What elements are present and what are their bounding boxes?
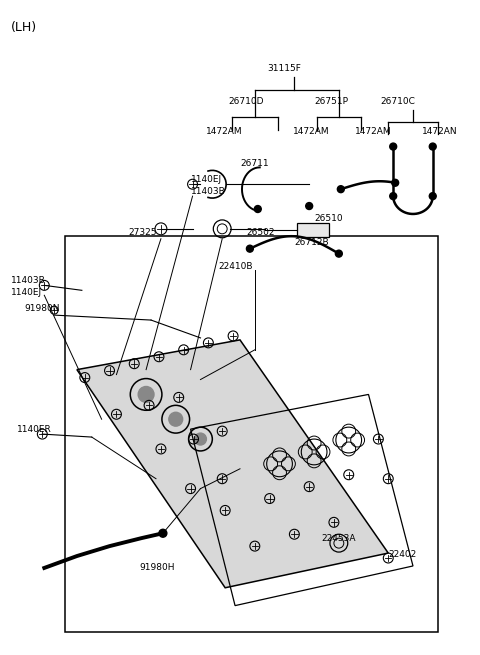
Circle shape	[138, 386, 154, 402]
Text: 26710D: 26710D	[228, 98, 264, 106]
Circle shape	[390, 143, 396, 150]
Text: 22402: 22402	[388, 550, 417, 559]
Text: 1140ER: 1140ER	[17, 424, 51, 434]
Circle shape	[159, 529, 167, 537]
Text: 1472AM: 1472AM	[355, 127, 391, 136]
Circle shape	[246, 245, 253, 252]
Text: 26710C: 26710C	[380, 98, 415, 106]
Text: 1472AN: 1472AN	[422, 127, 457, 136]
Circle shape	[337, 186, 344, 193]
Circle shape	[429, 193, 436, 200]
Circle shape	[336, 250, 342, 257]
Text: 22410B: 22410B	[218, 262, 253, 271]
Bar	[65, 236, 438, 632]
Text: 26751P: 26751P	[314, 98, 348, 106]
Bar	[297, 223, 329, 236]
Circle shape	[392, 179, 399, 186]
Circle shape	[390, 193, 396, 200]
Text: (LH): (LH)	[11, 20, 37, 33]
Circle shape	[429, 143, 436, 150]
Text: 1472AM: 1472AM	[206, 127, 243, 136]
Text: 22453A: 22453A	[321, 534, 356, 543]
Text: 31115F: 31115F	[268, 64, 301, 73]
Circle shape	[306, 202, 312, 210]
Text: 91980N: 91980N	[24, 304, 60, 312]
Circle shape	[169, 412, 183, 426]
Polygon shape	[77, 340, 388, 588]
Text: 26712B: 26712B	[294, 238, 329, 247]
Text: 27325: 27325	[128, 229, 157, 237]
Text: 1140EJ: 1140EJ	[11, 288, 42, 297]
Text: 91980H: 91980H	[139, 563, 175, 572]
Text: 26510: 26510	[314, 214, 343, 223]
Circle shape	[254, 206, 261, 212]
Text: 1472AM: 1472AM	[293, 127, 330, 136]
Text: 26502: 26502	[246, 229, 275, 237]
Text: 11403B: 11403B	[191, 187, 225, 196]
Text: 1140EJ: 1140EJ	[191, 175, 222, 184]
Circle shape	[194, 433, 206, 445]
Text: 11403B: 11403B	[11, 276, 46, 285]
Text: 26711: 26711	[240, 159, 269, 168]
